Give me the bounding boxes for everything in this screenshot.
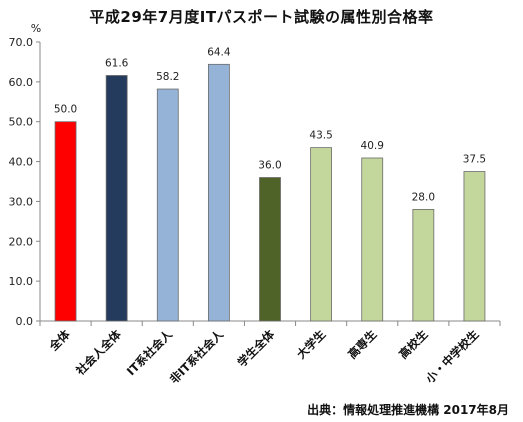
category-label: 非IT系社会人: [167, 327, 226, 386]
data-label: 37.5: [463, 154, 486, 166]
category-label: IT系社会人: [124, 327, 175, 378]
y-tick-label: 10.0: [9, 275, 34, 288]
y-tick-label: 40.0: [9, 156, 34, 169]
y-tick-label: 0.0: [16, 315, 34, 328]
data-label: 36.0: [258, 160, 281, 172]
source-note: 出典：情報処理推進機構 2017年8月: [307, 403, 509, 417]
chart-title: 平成29年7月度ITパスポート試験の属性別合格率: [89, 8, 434, 26]
category-label: 大学生: [294, 327, 329, 362]
bar: [412, 208, 435, 322]
y-tick-label: 50.0: [9, 116, 34, 129]
y-tick-label: 60.0: [9, 76, 34, 89]
category-label: 小・中学校生: [422, 327, 482, 387]
bar: [259, 177, 281, 322]
y-tick-label: 70.0: [9, 36, 34, 49]
bar: [463, 171, 486, 322]
category-label: 高専生: [345, 327, 380, 362]
data-label: 40.9: [361, 140, 384, 152]
bar: [156, 88, 179, 322]
data-label: 28.0: [412, 191, 435, 203]
bar: [54, 121, 77, 322]
bar: [310, 147, 333, 322]
y-axis-unit: %: [31, 22, 41, 35]
category-label: 社会人全体: [73, 327, 125, 379]
data-label: 61.6: [105, 57, 129, 69]
category-label: 学生全体: [235, 327, 278, 370]
data-label: 50.0: [54, 104, 77, 116]
bar: [361, 157, 384, 322]
data-label: 58.2: [156, 71, 179, 83]
data-label: 64.4: [207, 46, 231, 58]
category-label: 高校生: [396, 327, 431, 362]
y-tick-label: 20.0: [9, 235, 34, 248]
chart-bars: [54, 63, 486, 322]
data-label: 43.5: [309, 130, 332, 142]
chart-axes: % 0.0 10.0 20.0 30.0 40.0 50.0 60.0 70.0: [9, 22, 501, 328]
bar: [105, 75, 128, 322]
bar: [207, 63, 230, 322]
category-label: 全体: [46, 327, 73, 354]
y-tick-label: 30.0: [9, 195, 34, 208]
